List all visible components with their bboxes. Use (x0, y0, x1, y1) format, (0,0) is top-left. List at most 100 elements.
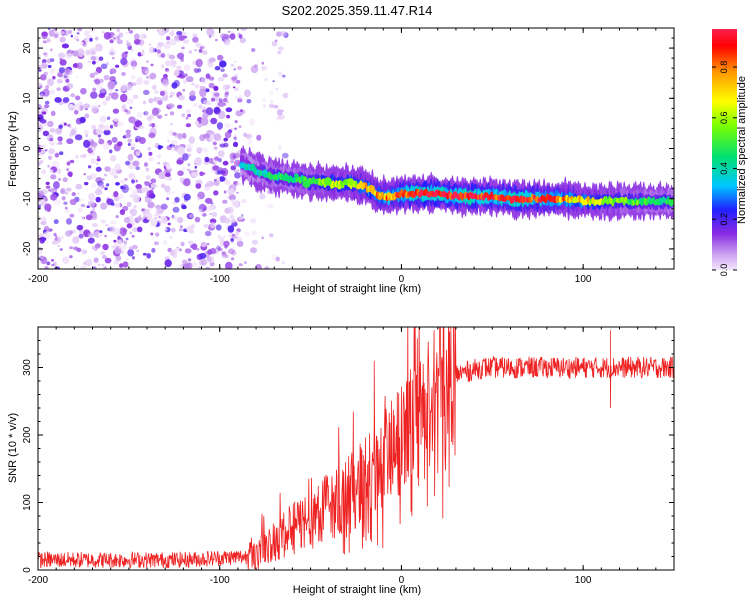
noise-speck (123, 240, 128, 245)
noise-speck (42, 130, 50, 137)
noise-speck (92, 208, 96, 211)
snr-plot-area (38, 327, 674, 570)
noise-speck (63, 122, 67, 126)
spectrogram-y-tick-label: 0 (22, 145, 33, 151)
noise-speck (236, 181, 242, 187)
noise-speck (225, 107, 233, 113)
noise-speck (176, 65, 182, 71)
noise-speck (228, 194, 236, 201)
noise-speck (260, 66, 268, 71)
noise-speck (89, 72, 95, 78)
noise-speck (214, 133, 222, 142)
noise-speck (202, 205, 207, 209)
noise-speck (128, 29, 134, 34)
noise-speck (142, 252, 147, 256)
noise-speck (50, 58, 55, 62)
noise-speck (121, 72, 126, 76)
noise-speck (114, 163, 121, 171)
noise-speck (191, 82, 195, 86)
noise-speck (103, 266, 107, 269)
noise-speck (85, 134, 88, 138)
noise-speck (206, 180, 214, 187)
noise-speck (217, 54, 224, 61)
noise-speck (217, 77, 225, 82)
noise-speck (89, 28, 96, 34)
noise-speck (237, 66, 243, 70)
noise-speck (183, 193, 191, 201)
spectrogram-y-axis-label: Frequency (Hz) (7, 111, 19, 187)
spectrogram-noise (38, 28, 289, 269)
noise-speck (128, 246, 133, 250)
noise-speck (196, 147, 203, 153)
noise-speck (251, 230, 258, 236)
noise-speck (91, 182, 97, 188)
colorbar: 0.0 0.2 0.4 0.6 0.8 Normalized spectral ampl… (712, 29, 748, 276)
noise-speck (38, 60, 41, 64)
noise-speck (166, 36, 171, 41)
noise-speck (223, 98, 228, 103)
noise-speck (279, 31, 287, 37)
snr-y-axis-label: SNR (10 * v/v) (7, 413, 19, 483)
noise-speck (153, 241, 160, 246)
noise-speck (147, 205, 150, 208)
trace-blob (239, 163, 244, 169)
noise-speck (181, 113, 186, 118)
noise-speck (72, 94, 76, 98)
noise-speck (218, 128, 221, 131)
noise-speck (241, 214, 244, 217)
noise-speck (234, 133, 237, 137)
noise-speck (109, 124, 114, 129)
noise-speck (195, 183, 202, 189)
noise-speck (277, 71, 284, 77)
noise-speck (223, 240, 230, 247)
noise-speck (90, 104, 98, 113)
noise-speck (138, 137, 146, 144)
noise-speck (100, 202, 107, 210)
noise-speck (151, 123, 155, 128)
noise-speck (234, 172, 241, 179)
noise-speck (212, 165, 220, 171)
noise-speck (60, 235, 64, 240)
noise-speck (151, 107, 160, 116)
noise-speck (62, 97, 70, 103)
noise-speck (47, 164, 51, 168)
noise-speck (113, 195, 120, 202)
colorbar-tick-label: 0.8 (719, 61, 729, 74)
noise-speck (102, 243, 109, 251)
noise-speck (94, 189, 103, 196)
noise-speck (103, 129, 111, 136)
noise-speck (116, 28, 120, 33)
noise-speck (205, 88, 210, 93)
noise-speck (209, 57, 216, 63)
trace-blob (359, 182, 365, 189)
noise-speck (231, 199, 235, 203)
noise-speck (78, 233, 84, 239)
noise-speck (75, 183, 83, 190)
noise-speck (197, 68, 202, 73)
noise-speck (234, 120, 238, 124)
noise-speck (204, 197, 213, 204)
noise-speck (186, 225, 194, 234)
noise-speck (95, 36, 99, 41)
noise-speck (48, 155, 52, 161)
noise-speck (113, 227, 121, 235)
noise-speck (131, 234, 135, 238)
noise-speck (277, 50, 282, 55)
noise-speck (120, 93, 128, 103)
noise-speck (70, 34, 74, 38)
noise-speck (129, 208, 138, 217)
noise-speck (178, 228, 183, 232)
noise-speck (38, 110, 41, 115)
noise-speck (135, 166, 140, 171)
noise-speck (256, 134, 262, 141)
trace-blob (314, 179, 319, 184)
noise-speck (272, 80, 275, 83)
noise-speck (95, 162, 99, 165)
noise-speck (200, 76, 208, 85)
noise-speck (154, 232, 158, 236)
noise-speck (207, 205, 215, 211)
noise-speck (118, 245, 123, 249)
noise-speck (222, 73, 228, 78)
noise-speck (240, 199, 247, 204)
noise-speck (38, 54, 41, 58)
